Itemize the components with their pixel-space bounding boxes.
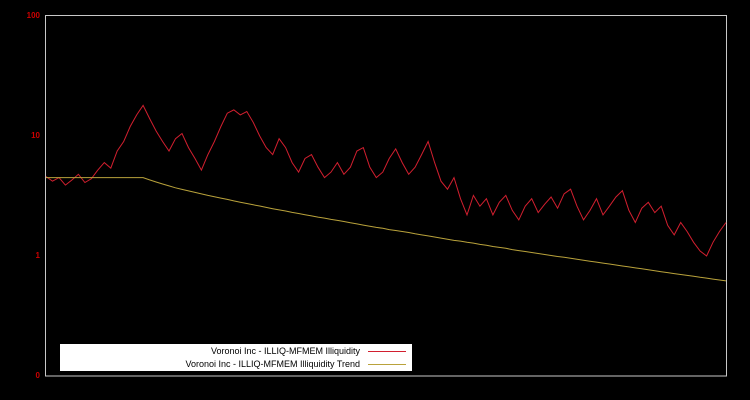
- legend-line-sample-illiquidity: [368, 350, 406, 352]
- legend: Voronoi Inc - ILLIQ-MFMEM Illiquidity Vo…: [60, 344, 412, 371]
- legend-label-illiquidity: Voronoi Inc - ILLIQ-MFMEM Illiquidity: [210, 346, 360, 356]
- y-tick-label-100: 100: [26, 11, 40, 20]
- y-tick-label-0: 0: [35, 371, 40, 380]
- trend-series-line: [46, 177, 727, 282]
- legend-label-trend: Voronoi Inc - ILLIQ-MFMEM Illiquidity Tr…: [185, 359, 360, 369]
- legend-item-illiquidity: Voronoi Inc - ILLIQ-MFMEM Illiquidity: [60, 345, 412, 358]
- legend-line-sample-trend: [368, 363, 406, 365]
- illiquidity-series-line: [45, 104, 727, 257]
- y-tick-label-10: 10: [31, 131, 40, 140]
- y-tick-label-1: 1: [35, 251, 40, 260]
- legend-item-trend: Voronoi Inc - ILLIQ-MFMEM Illiquidity Tr…: [60, 358, 412, 371]
- plot-frame: [45, 15, 727, 377]
